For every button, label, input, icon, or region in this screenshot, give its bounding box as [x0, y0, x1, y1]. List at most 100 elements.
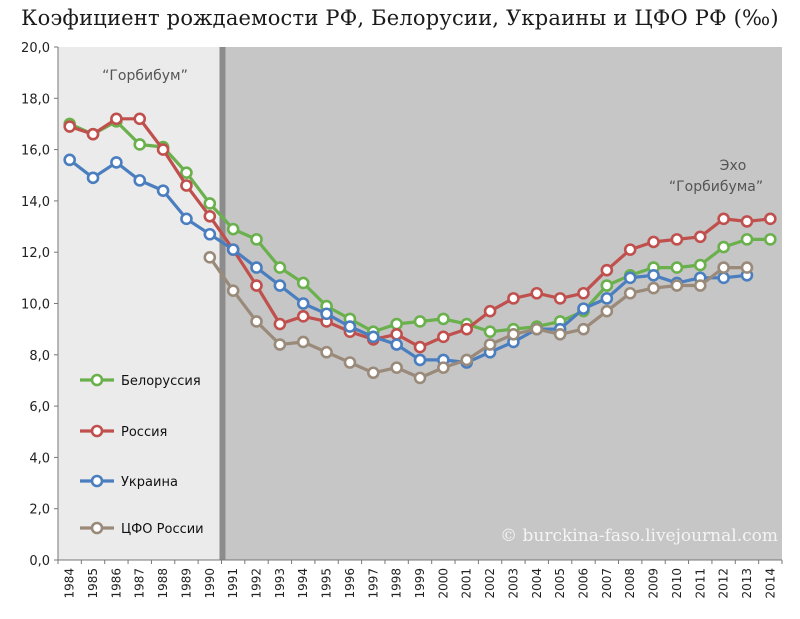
series-0-point	[180, 166, 193, 179]
x-tick-label: 1992	[250, 568, 264, 599]
series-1-point	[623, 243, 637, 256]
series-1-point	[460, 322, 474, 336]
legend-label: ЦФО России	[121, 522, 204, 537]
series-2-point	[203, 227, 217, 241]
series-3-point	[483, 338, 497, 351]
x-tick-label: 2000	[436, 568, 450, 599]
series-0-point	[693, 258, 707, 272]
x-tick-label: 2002	[483, 568, 497, 599]
series-2-point	[413, 353, 427, 367]
y-tick-label: 20,0	[21, 41, 50, 56]
annotation-gorbibuma: “Горбибума”	[669, 179, 763, 195]
series-0-point	[413, 315, 427, 328]
x-tick-label: 2001	[460, 568, 474, 599]
x-tick-label: 1984	[63, 568, 77, 599]
series-2-point	[320, 307, 333, 321]
y-tick-label: 6,0	[29, 400, 50, 415]
legend-label: Россия	[121, 425, 167, 440]
y-tick-label: 0,0	[29, 554, 50, 569]
series-1-point	[670, 233, 684, 246]
series-3-point	[600, 304, 614, 318]
legend-swatch-marker	[90, 474, 104, 488]
series-0-point	[670, 261, 684, 274]
series-0-point	[133, 138, 147, 151]
series-1-point	[507, 292, 520, 305]
x-tick-label: 1988	[156, 568, 170, 599]
series-3-point	[437, 361, 450, 374]
legend-swatch-marker	[90, 521, 104, 535]
series-2-point	[110, 156, 123, 169]
series-2-point	[296, 297, 310, 310]
series-1-point	[483, 304, 497, 318]
x-tick-label: 1997	[366, 568, 380, 599]
series-2-point	[623, 271, 637, 285]
x-tick-label: 1991	[226, 568, 240, 599]
chart-title: Коэфициент рождаемости РФ, Белорусии, Ук…	[21, 6, 779, 30]
series-1-point	[740, 215, 754, 228]
x-tick-label: 1994	[296, 568, 310, 599]
series-1-point	[530, 286, 544, 300]
x-tick-label: 1987	[133, 568, 147, 599]
series-2-point	[600, 292, 614, 305]
x-tick-label: 2009	[647, 568, 661, 599]
series-3-point	[740, 261, 754, 274]
series-3-point	[226, 284, 240, 297]
series-3-point	[553, 327, 567, 341]
series-0-point	[250, 233, 263, 246]
series-3-point	[296, 335, 310, 349]
x-tick-label: 1993	[273, 568, 287, 599]
series-2-point	[226, 243, 240, 256]
series-3-point	[250, 315, 263, 328]
series-2-point	[366, 330, 380, 344]
x-tick-label: 1986	[109, 568, 123, 599]
series-0-point	[483, 325, 497, 339]
series-3-point	[623, 286, 637, 300]
x-tick-label: 2005	[553, 568, 567, 599]
series-2-point	[156, 184, 170, 197]
series-0-point	[273, 261, 287, 274]
series-2-point	[63, 153, 76, 167]
y-tick-label: 4,0	[29, 451, 50, 466]
series-1-point	[553, 292, 567, 305]
series-1-point	[437, 330, 450, 344]
series-1-point	[86, 127, 100, 141]
x-tick-label: 1990	[203, 568, 217, 599]
legend-label: Белоруссия	[121, 374, 201, 389]
series-2-point	[250, 261, 263, 274]
series-1-point	[110, 112, 123, 126]
x-tick-label: 1985	[86, 568, 100, 599]
series-3-point	[530, 322, 544, 336]
series-1-point	[577, 286, 590, 300]
series-3-point	[203, 251, 217, 264]
series-2-point	[647, 268, 660, 282]
series-1-point	[63, 120, 76, 133]
series-2-point	[180, 212, 193, 226]
series-3-point	[577, 322, 590, 336]
series-1-point	[647, 235, 660, 249]
series-0-point	[740, 233, 754, 246]
x-tick-label: 2011	[693, 568, 707, 599]
x-tick-label: 1998	[390, 568, 404, 599]
series-2-point	[273, 279, 287, 292]
series-0-point	[226, 222, 240, 236]
series-0-point	[390, 317, 403, 331]
annotation-echo: Эхо	[720, 158, 747, 174]
series-3-point	[273, 338, 287, 351]
series-3-point	[366, 366, 380, 380]
series-1-point	[413, 340, 427, 354]
series-3-point	[320, 345, 333, 359]
series-1-point	[203, 209, 217, 223]
series-0-point	[764, 233, 777, 246]
y-tick-label: 16,0	[21, 144, 50, 159]
series-2-point	[717, 271, 730, 285]
y-tick-label: 8,0	[29, 349, 50, 364]
series-1-point	[693, 230, 707, 244]
series-0-point	[437, 312, 450, 326]
series-0-point	[203, 197, 217, 210]
x-tick-label: 2010	[670, 568, 684, 599]
series-2-point	[390, 338, 403, 351]
series-1-point	[133, 112, 147, 126]
legend-swatch-marker	[90, 424, 104, 438]
series-0-point	[600, 279, 614, 292]
